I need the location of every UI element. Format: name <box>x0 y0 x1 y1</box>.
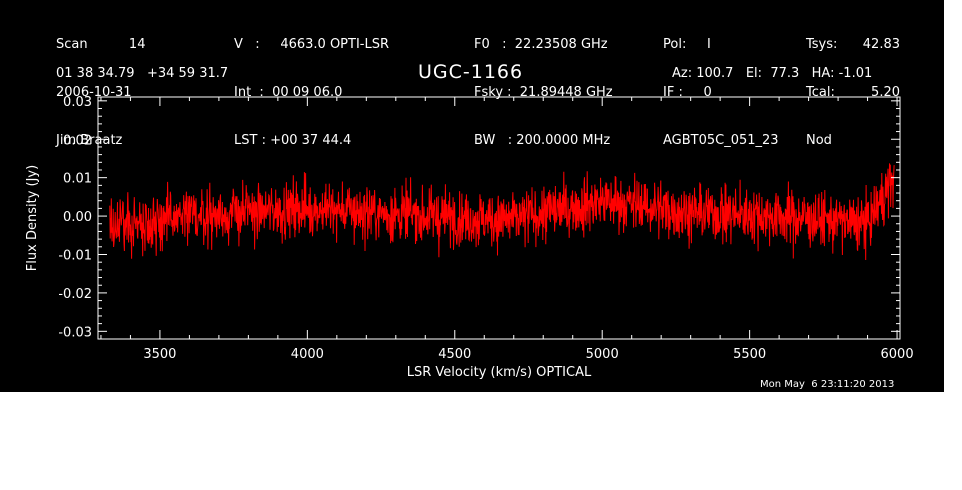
x-tick-label: 5000 <box>586 347 619 362</box>
y-tick-label: 0.01 <box>63 172 92 187</box>
header-scan: Scan 14 <box>56 37 146 52</box>
header-lst: LST : +00 37 44.4 <box>234 133 352 148</box>
header-tsys-label: Tsys: <box>806 37 838 52</box>
header-if: IF : 0 <box>663 85 712 100</box>
header-tsys-value: 42.83 <box>862 37 900 52</box>
trace-layer <box>109 163 895 261</box>
plot-window: Scan 14 2006-10-31 Jim Braatz V : 4663.0… <box>0 0 944 392</box>
y-tick-label: 0.02 <box>63 133 92 148</box>
x-tick-label: 4000 <box>291 347 324 362</box>
header-date: 2006-10-31 <box>56 85 132 100</box>
y-tick-label: -0.01 <box>58 248 92 263</box>
header-az-el-ha: Az: 100.7 El: 77.3 HA: -1.01 <box>672 66 873 81</box>
x-tick-label: 6000 <box>881 347 914 362</box>
x-tick-label: 4500 <box>438 347 471 362</box>
header-fsky: Fsky : 21.89448 GHz <box>474 85 613 100</box>
header-procedure: Nod <box>806 133 832 148</box>
timestamp: Mon May 6 23:11:20 2013 <box>760 379 895 390</box>
y-axis-label: Flux Density (Jy) <box>25 165 40 271</box>
header-pol: Pol: I <box>663 37 711 52</box>
header-coordinates: 01 38 34.79 +34 59 31.7 <box>56 66 229 81</box>
header-col-pol: Pol: I IF : 0 AGBT05C_051_23 <box>663 5 779 181</box>
header-f0: F0 : 22.23508 GHz <box>474 37 608 52</box>
plot-frame <box>97 96 901 340</box>
spectrum-chart: 3500 4000 4500 5000 5500 6000 0.03 0.02 0.01 0.00… <box>25 95 914 380</box>
spectrum-trace <box>109 163 895 261</box>
header-col-tsys-value: 42.83 5.20 <box>863 5 900 181</box>
x-tick-label: 5500 <box>733 347 766 362</box>
header-col-velocity: V : 4663.0 OPTI-LSR Int : 00 09 06.0 LST… <box>234 5 389 181</box>
x-tick-label: 3500 <box>143 347 176 362</box>
chart-title: UGC-1166 <box>418 61 524 83</box>
header-tcal-label: Tcal: <box>806 85 835 100</box>
x-axis-label: LSR Velocity (km/s) OPTICAL <box>407 365 592 380</box>
y-tick-label: -0.02 <box>58 287 92 302</box>
header-project: AGBT05C_051_23 <box>663 133 779 148</box>
y-tick-label: 0.03 <box>63 95 92 110</box>
y-tick-label: -0.03 <box>58 325 92 340</box>
header-col-scan: Scan 14 2006-10-31 Jim Braatz <box>56 5 145 181</box>
axes-layer: 3500 4000 4500 5000 5500 6000 0.03 0.02 0.01 0.00… <box>25 95 914 380</box>
header-observer: Jim Braatz <box>56 133 123 148</box>
header-col-frequency: F0 : 22.23508 GHz Fsky : 21.89448 GHz BW… <box>474 5 613 181</box>
header-velocity: V : 4663.0 OPTI-LSR <box>234 37 390 52</box>
header-tcal-value: 5.20 <box>871 85 900 100</box>
header-col-tsys-label: Tsys: Tcal: Nod <box>806 5 837 181</box>
y-tick-label: 0.00 <box>63 210 92 225</box>
header-integration: Int : 00 09 06.0 <box>234 85 343 100</box>
header-bw: BW : 200.0000 MHz <box>474 133 611 148</box>
